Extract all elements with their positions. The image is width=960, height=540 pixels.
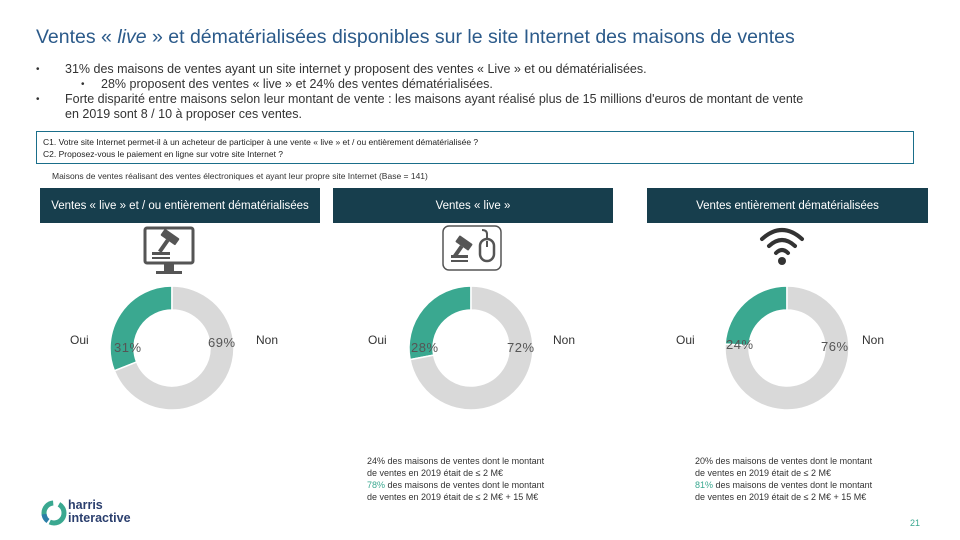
note-demat-highlight: 81% (695, 480, 714, 490)
questions-box: C1. Votre site Internet permet-il à un a… (36, 131, 914, 164)
chart3-value-non: 76% (821, 339, 849, 354)
chart3-label-oui: Oui (676, 333, 695, 347)
donut2-slice-non (409, 285, 534, 411)
donut-chart-3 (724, 285, 850, 411)
chart2-header: Ventes « live » (333, 188, 613, 223)
logo-line1: harris (68, 498, 103, 512)
donut3-slice-non (724, 285, 850, 411)
chart1-label-non: Non (256, 333, 279, 347)
chart3-label-non: Non (862, 333, 885, 347)
donut-chart-1 (109, 285, 235, 411)
chart2-label-non: Non (553, 333, 576, 347)
chart3-header: Ventes entièrement dématérialisées (647, 188, 928, 223)
page-number: 21 (910, 518, 921, 528)
note-demat-line1: 20% des maisons de ventes dont le montan… (695, 456, 873, 466)
title-part1: Ventes « (36, 26, 118, 48)
bullet-1: 31% des maisons de ventes ayant un site … (36, 62, 936, 77)
bullet-1-sub: 28% proposent des ventes « live » et 24%… (36, 77, 936, 92)
note-demat-line4: de ventes en 2019 était de ≤ 2 M€ + 15 M… (695, 492, 867, 502)
note-live: 24% des maisons de ventes dont le montan… (367, 455, 577, 503)
bullet-2-cont: en 2019 sont 8 / 10 à proposer ces vente… (65, 107, 302, 121)
chart2-value-oui: 28% (411, 340, 439, 355)
donut-chart-2 (408, 285, 534, 411)
chart1-label-oui: Oui (70, 333, 89, 347)
note-demat-line3: des maisons de ventes dont le montant (713, 480, 873, 490)
base-note: Maisons de ventes réalisant des ventes é… (52, 171, 428, 181)
page-title: Ventes « live » et dématérialisées dispo… (36, 26, 795, 49)
chart3-value-oui: 24% (726, 337, 754, 352)
question-c2: C2. Proposez-vous le paiement en ligne s… (43, 149, 284, 159)
donut1-slice-oui (109, 285, 173, 372)
chart1-value-oui: 31% (114, 340, 142, 355)
note-live-line2: de ventes en 2019 était de ≤ 2 M€ (367, 468, 504, 478)
bullet-2: Forte disparité entre maisons selon leur… (36, 92, 936, 107)
chart2-label-oui: Oui (368, 333, 387, 347)
note-live-line4: de ventes en 2019 était de ≤ 2 M€ + 15 M… (367, 492, 539, 502)
donut1-slice-non (113, 285, 235, 411)
note-live-line1: 24% des maisons de ventes dont le montan… (367, 456, 545, 466)
note-demat-line2: de ventes en 2019 était de ≤ 2 M€ (695, 468, 832, 478)
harris-interactive-logo-icon (41, 500, 67, 526)
logo-line2: interactive (68, 511, 131, 525)
key-findings: 31% des maisons de ventes ayant un site … (36, 62, 936, 122)
chart1-value-non: 69% (208, 335, 236, 350)
wifi-icon (760, 228, 804, 265)
note-dematerialised: 20% des maisons de ventes dont le montan… (695, 455, 910, 503)
title-italic: live (117, 26, 147, 48)
chart2-value-non: 72% (507, 340, 535, 355)
chart1-header: Ventes « live » et / ou entièrement déma… (40, 188, 320, 223)
question-c1: C1. Votre site Internet permet-il à un a… (43, 137, 479, 147)
note-live-line3: des maisons de ventes dont le montant (385, 480, 545, 490)
computer-auction-icon (143, 226, 195, 274)
logo-text: harris interactive (68, 499, 131, 525)
title-part2: » et dématérialisées disponibles sur le … (146, 26, 795, 48)
note-live-highlight: 78% (367, 480, 386, 490)
gavel-mouse-icon (442, 225, 502, 271)
